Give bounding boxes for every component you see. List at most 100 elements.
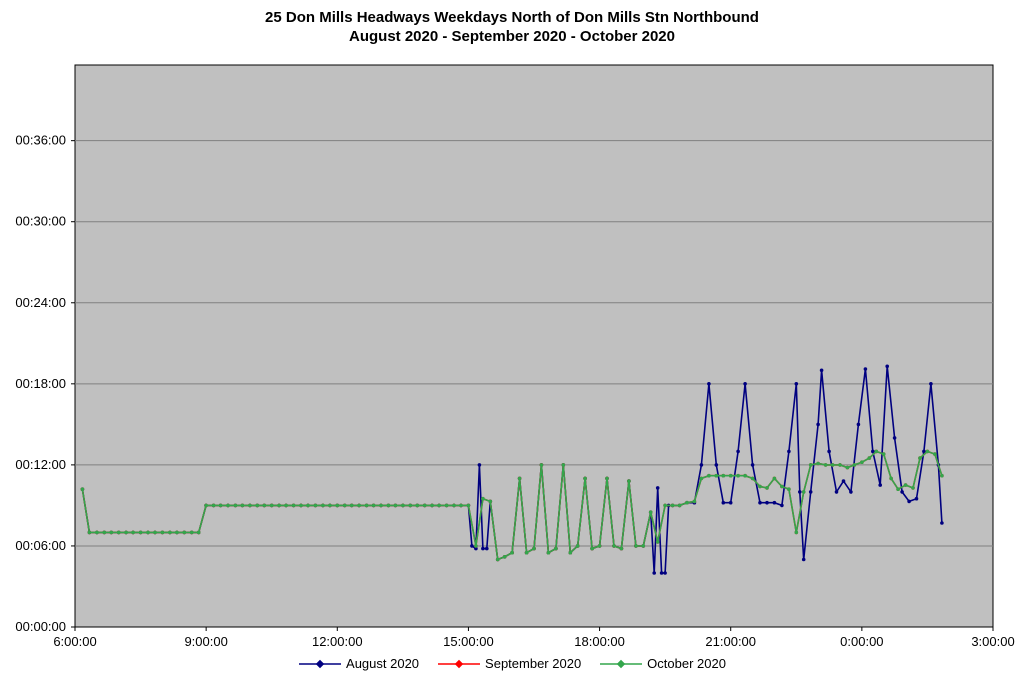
series-october-2020	[80, 449, 944, 562]
chart-title-line1: 25 Don Mills Headways Weekdays North of …	[265, 9, 759, 26]
data-marker	[728, 500, 733, 505]
data-marker	[867, 456, 872, 460]
data-marker	[474, 544, 478, 548]
data-marker	[750, 476, 755, 481]
data-marker	[874, 449, 879, 454]
data-marker	[907, 499, 911, 504]
data-marker	[889, 476, 893, 481]
data-marker	[138, 530, 143, 535]
data-marker	[189, 530, 194, 535]
data-marker	[299, 503, 303, 508]
data-marker	[780, 503, 784, 508]
data-marker	[168, 530, 172, 535]
data-marker	[306, 503, 310, 508]
data-marker	[885, 364, 889, 369]
data-marker	[699, 463, 704, 467]
data-marker	[881, 452, 886, 456]
data-marker	[277, 503, 281, 508]
y-tick-label: 00:12:00	[15, 457, 66, 472]
x-tick-label: 12:00:00	[312, 634, 363, 649]
data-marker	[918, 456, 922, 460]
data-marker	[707, 473, 711, 478]
data-marker	[914, 496, 919, 501]
y-tick-label: 00:06:00	[15, 538, 66, 553]
legend-label-august-2020: August 2020	[346, 656, 420, 671]
data-marker	[830, 463, 835, 467]
data-marker	[787, 487, 791, 492]
data-marker	[466, 503, 471, 508]
data-marker	[892, 436, 897, 440]
data-marker	[677, 503, 682, 508]
legend-swatch-september-2020	[438, 659, 481, 668]
data-marker	[204, 503, 208, 508]
data-marker	[583, 476, 587, 481]
data-marker	[415, 503, 420, 508]
data-marker	[539, 463, 544, 467]
data-marker	[714, 473, 719, 478]
data-marker	[321, 503, 325, 508]
data-marker	[663, 571, 667, 575]
data-marker	[758, 500, 762, 505]
data-marker	[634, 544, 638, 548]
data-marker	[736, 473, 740, 478]
data-marker	[517, 476, 522, 481]
chart-title-line2: August 2020 - September 2020 - October 2…	[349, 28, 675, 45]
data-marker	[437, 503, 441, 508]
data-marker	[485, 546, 489, 551]
data-marker	[401, 503, 405, 508]
data-marker	[750, 463, 755, 467]
data-marker	[160, 530, 165, 535]
chart-title: 25 Don Mills Headways Weekdays North of …	[0, 8, 1024, 46]
data-marker	[743, 473, 747, 478]
data-marker	[823, 463, 828, 467]
data-marker	[590, 546, 594, 551]
data-marker	[878, 483, 882, 487]
data-marker	[736, 449, 740, 454]
data-marker	[794, 382, 799, 386]
data-marker	[699, 476, 704, 481]
x-tick-label: 18:00:00	[574, 634, 625, 649]
data-marker	[470, 544, 474, 548]
data-marker	[801, 557, 806, 562]
data-marker	[349, 503, 354, 508]
y-tick-label: 00:00:00	[15, 619, 66, 634]
data-marker	[765, 486, 769, 490]
data-marker	[444, 503, 449, 508]
data-marker	[233, 503, 238, 508]
data-marker	[568, 550, 573, 555]
data-marker	[386, 503, 391, 508]
data-marker	[371, 503, 376, 508]
data-marker	[721, 500, 726, 505]
data-marker	[196, 530, 201, 535]
y-tick-label: 00:36:00	[15, 133, 66, 148]
data-marker	[175, 530, 179, 535]
data-marker	[743, 382, 747, 386]
data-marker	[269, 503, 274, 508]
data-marker	[262, 503, 267, 508]
legend-label-september-2020: September 2020	[485, 656, 582, 671]
data-marker	[648, 510, 653, 514]
data-marker	[612, 544, 616, 548]
data-marker	[481, 546, 485, 551]
data-marker	[808, 490, 813, 494]
data-marker	[816, 461, 820, 466]
y-tick-label: 00:30:00	[15, 214, 66, 229]
data-marker	[284, 503, 288, 508]
x-tick-label: 3:00:00	[971, 634, 1014, 649]
data-marker	[685, 500, 689, 505]
data-marker	[364, 503, 369, 508]
data-marker	[335, 503, 340, 508]
data-marker	[532, 546, 536, 551]
y-tick-label: 00:18:00	[15, 376, 66, 391]
data-marker	[911, 486, 915, 490]
data-marker	[495, 557, 500, 562]
data-marker	[422, 503, 427, 508]
data-marker	[838, 463, 842, 467]
data-marker	[933, 452, 937, 456]
data-marker	[255, 503, 260, 508]
data-marker	[772, 476, 777, 481]
data-marker	[153, 530, 157, 535]
data-marker	[794, 530, 799, 535]
